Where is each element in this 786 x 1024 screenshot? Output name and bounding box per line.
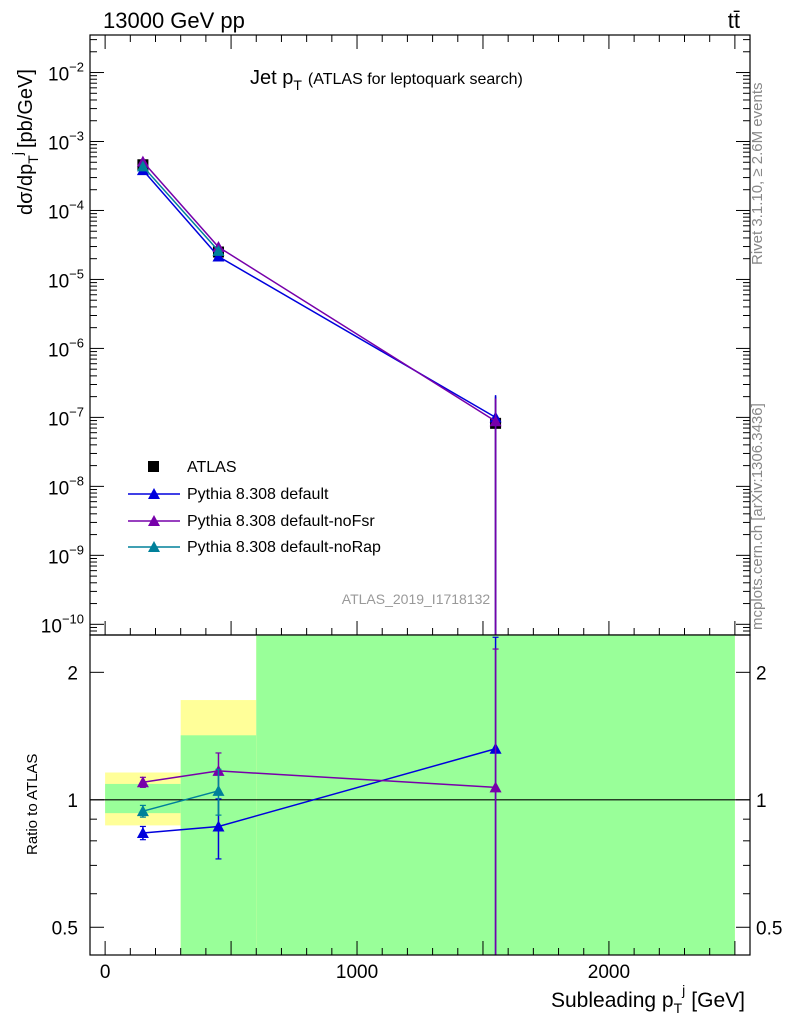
ratio-xticks: 0 1000 2000 — [100, 941, 736, 983]
ratio-marks — [90, 636, 750, 955]
mcplots-label: mcplots.cern.ch [arXiv:1306.3436] — [749, 403, 766, 630]
main-ylabel-unit: [pb/GeV] — [15, 69, 37, 148]
legend-entry-nofsr: Pythia 8.308 default-noFsr — [187, 513, 375, 530]
legend-entry-norap: Pythia 8.308 default-noRap — [187, 539, 381, 556]
legend-marker-default — [148, 488, 160, 499]
main-ylabel-main: dσ/dp — [15, 164, 37, 215]
legend-entry-atlas: ATLAS — [187, 459, 237, 476]
process-label: tt̄ — [728, 8, 740, 33]
main-line-pythia-8-308-default — [142, 169, 496, 419]
xlabel-main: Subleading p — [551, 989, 674, 1012]
main-panel: 10−2 10−3 10−4 10−5 10−6 10−7 10−8 10−9 10−10 Je… — [9, 34, 751, 637]
ratio-point-pythia-8-308-default-nofsr — [489, 781, 502, 793]
ratio-panel: 0.5 0.5 1 1 2 2 0 1000 2000 Ratio to ATLAS Subl… — [24, 634, 783, 1016]
main-line-pythia-8-308-default-nofsr — [142, 161, 496, 422]
main-line-pythia-8-308-default-norap — [142, 165, 220, 252]
main-title-sub: T — [293, 77, 302, 93]
legend-marker-norap — [148, 541, 160, 552]
main-title-main: Jet p — [250, 67, 293, 89]
ratio-yticks: 0.5 0.5 1 1 2 2 — [52, 663, 783, 939]
main-ytick-label: 10−4 — [48, 197, 84, 223]
main-ytick-label: 10−7 — [48, 404, 84, 430]
ratio-ytick-label-right: 2 — [756, 663, 767, 684]
main-title: Jet pT (ATLAS for leptoquark search) — [250, 67, 523, 93]
main-point-pythia-8-308-default — [212, 250, 225, 262]
main-ytick-label: 10−2 — [48, 60, 84, 86]
ratio-ytick-label: 2 — [67, 663, 78, 684]
legend-marker-atlas — [148, 461, 159, 472]
main-point-pythia-8-308-default-norap — [212, 244, 225, 256]
xlabel-sub: T — [674, 1000, 683, 1016]
main-ytick-label: 10−3 — [48, 129, 84, 155]
xlabel-unit: [GeV] — [691, 989, 745, 1012]
collision-label: 13000 GeV pp — [103, 8, 245, 33]
legend-entry-default: Pythia 8.308 default — [187, 486, 329, 503]
rivet-label: Rivet 3.1.10, ≥ 2.6M events — [749, 83, 766, 266]
ratio-xtick-label: 2000 — [588, 962, 630, 983]
main-ylabel-sup: j — [9, 152, 25, 156]
ratio-point-pythia-8-308-default-nofsr — [136, 776, 149, 788]
ratio-ytick-label: 0.5 — [52, 918, 78, 939]
ratio-ytick-label-right: 0.5 — [756, 918, 782, 939]
ratio-line-pythia-8-308-default-norap — [142, 790, 219, 812]
xlabel-sup: j — [681, 982, 685, 998]
main-yticks: 10−2 10−3 10−4 10−5 10−6 10−7 10−8 10−9 10−10 — [41, 39, 750, 637]
ratio-point-pythia-8-308-default-norap — [136, 805, 149, 817]
main-ylabel-sub: T — [25, 155, 41, 164]
ratio-xlabel: Subleading pTj [GeV] — [551, 982, 745, 1016]
main-xticks — [104, 35, 736, 635]
main-point-pythia-8-308-default-norap — [136, 160, 149, 172]
ratio-xtick-label: 0 — [100, 962, 111, 983]
ratio-point-pythia-8-308-default-norap — [212, 784, 225, 796]
ratio-point-pythia-8-308-default — [212, 820, 225, 832]
main-title-extra: (ATLAS for leptoquark search) — [308, 71, 523, 88]
ratio-ytick-label-right: 1 — [756, 791, 767, 812]
watermark: ATLAS_2019_I1718132 — [342, 591, 491, 607]
main-ytick-label: 10−9 — [48, 542, 84, 568]
main-ytick-label: 10−6 — [48, 335, 84, 361]
ratio-ylabel: Ratio to ATLAS — [24, 754, 41, 855]
main-marks — [136, 155, 502, 635]
main-ytick-label: 10−5 — [48, 266, 84, 292]
main-point-pythia-8-308-default-nofsr — [489, 415, 502, 427]
main-ytick-label: 10−10 — [41, 611, 84, 637]
ratio-bands — [105, 635, 735, 955]
main-ytick-label: 10−8 — [48, 473, 84, 499]
ratio-xtick-label: 1000 — [336, 962, 378, 983]
ratio-frame — [89, 634, 751, 956]
main-ylabel: dσ/dpTj [pb/GeV] — [9, 69, 41, 215]
ratio-ytick-label: 1 — [67, 791, 78, 812]
legend-marker-nofsr — [148, 515, 160, 526]
ratio-point-pythia-8-308-default — [136, 826, 149, 838]
legend: ATLAS Pythia 8.308 default Pythia 8.308 … — [128, 459, 381, 556]
